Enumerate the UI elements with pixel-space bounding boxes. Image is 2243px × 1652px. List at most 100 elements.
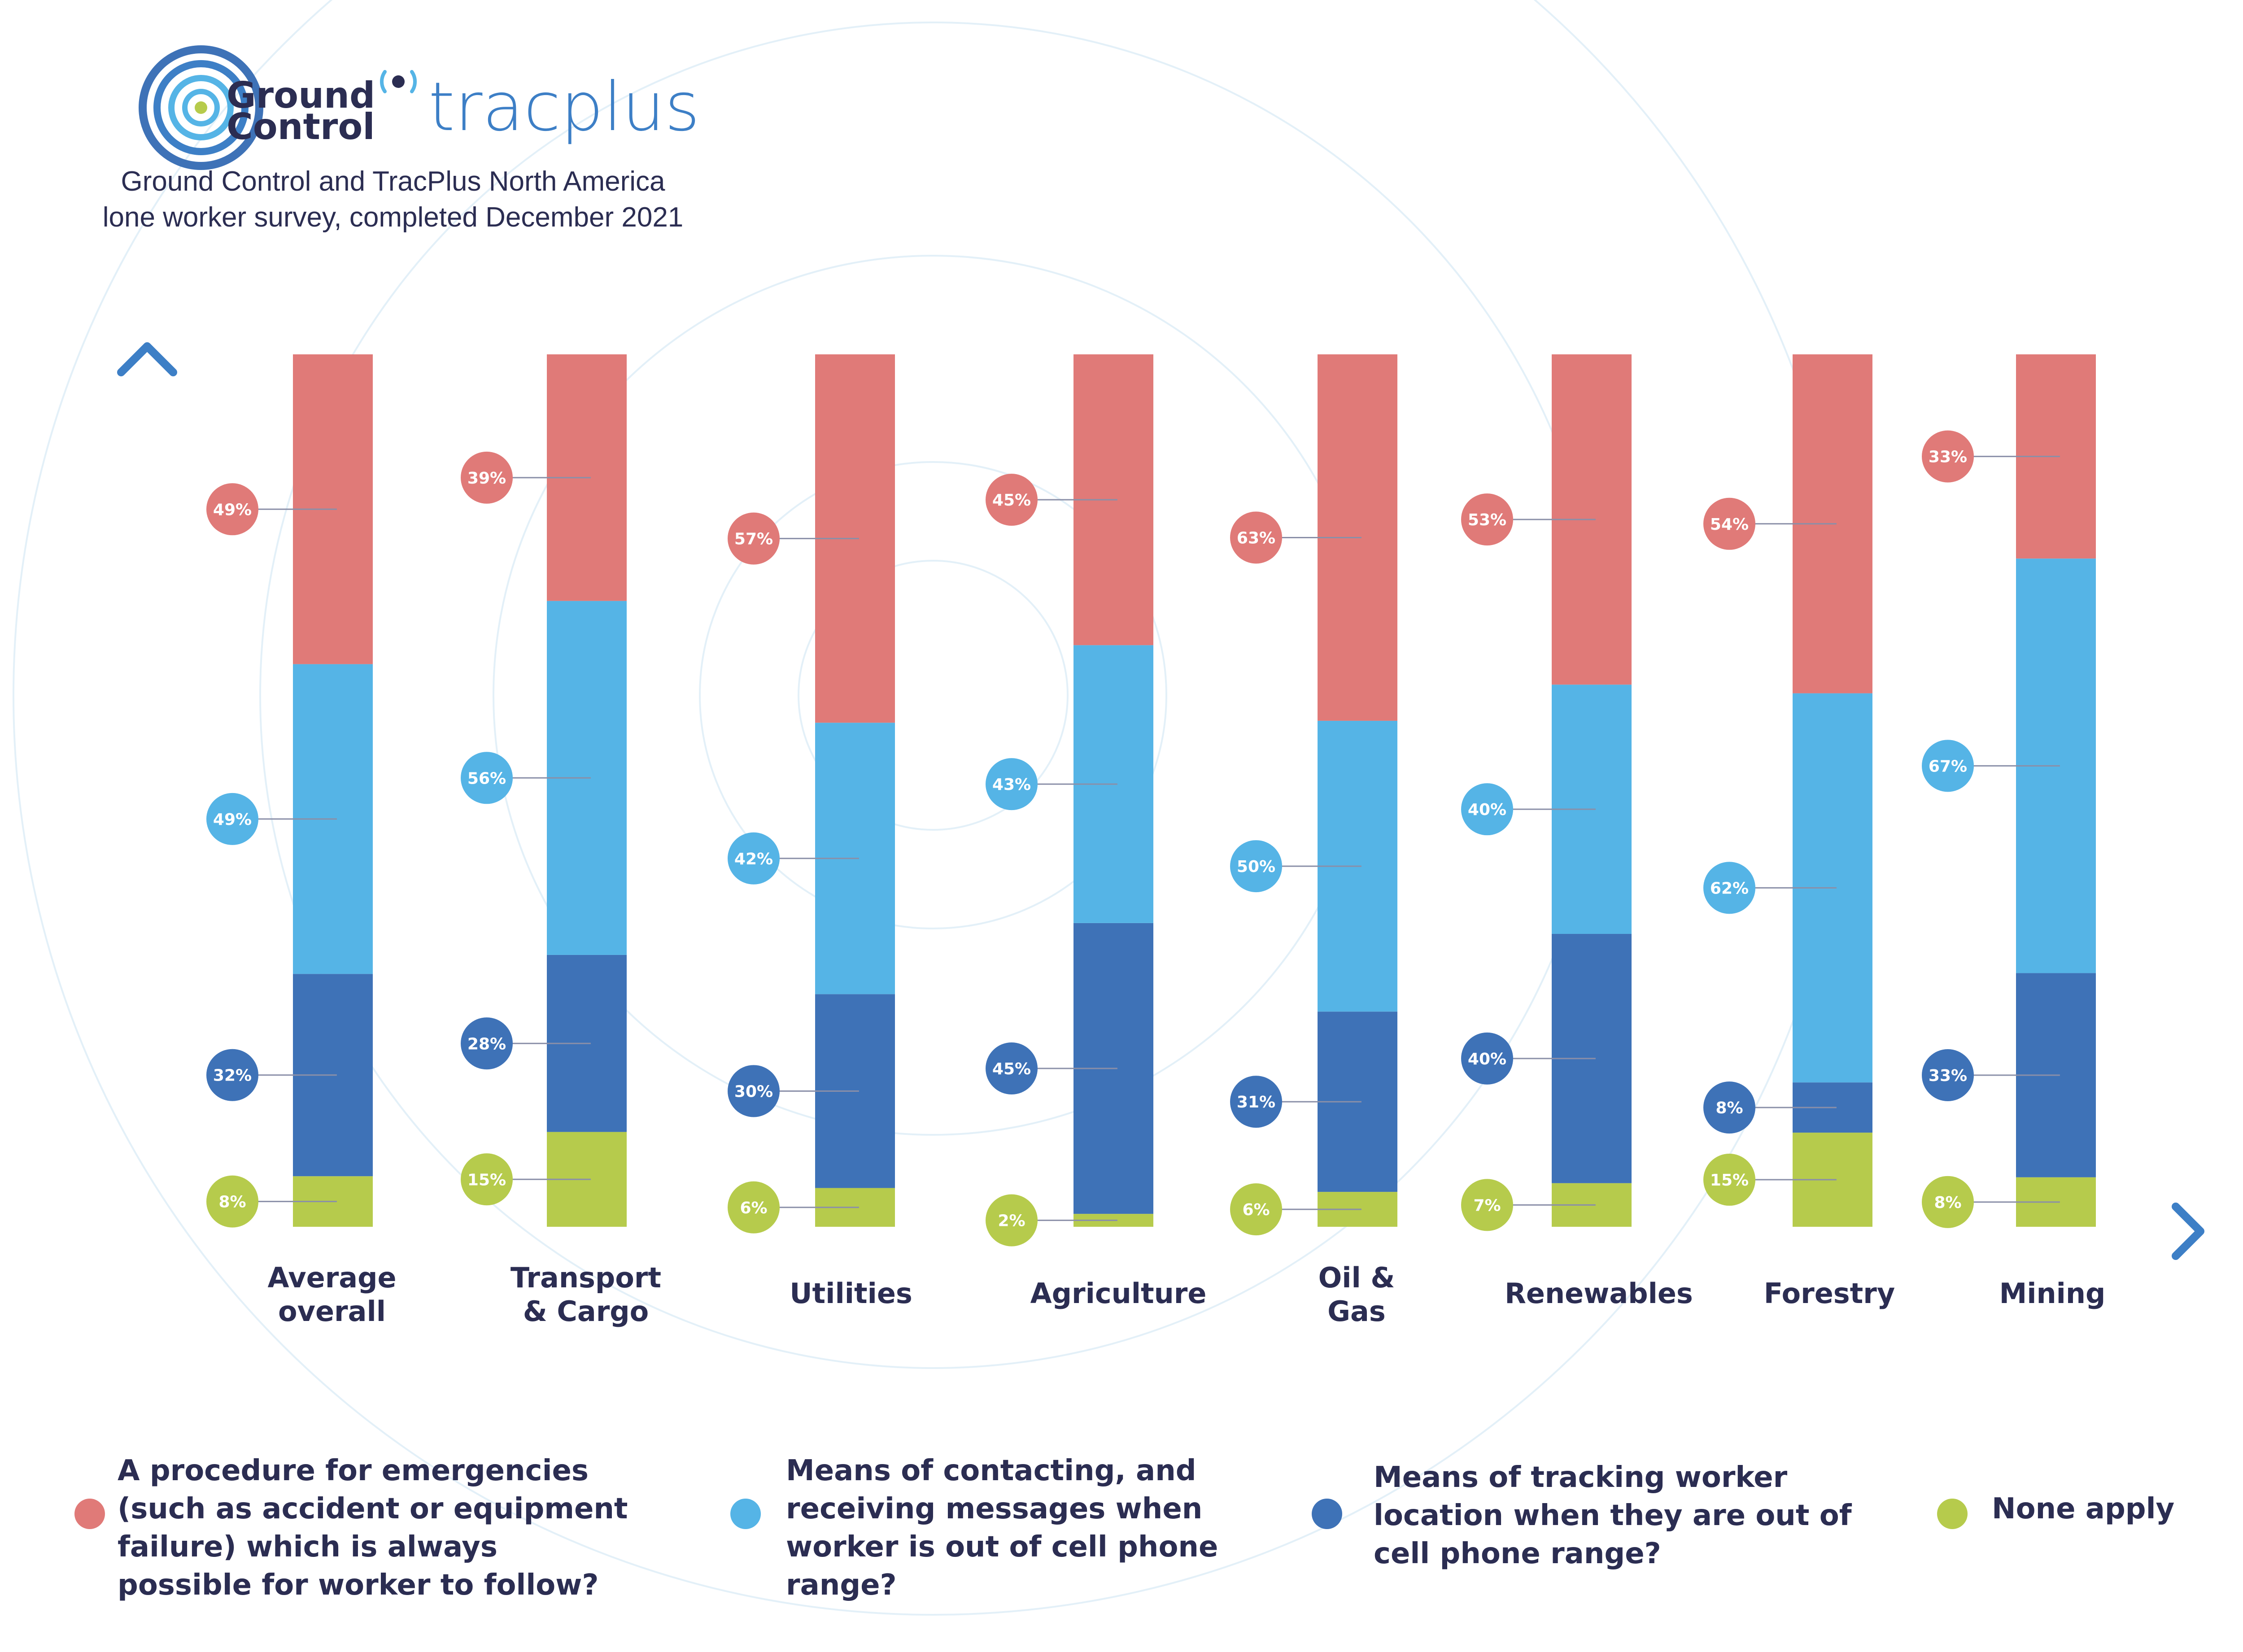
value-badge-procedure-utilities	[728, 512, 780, 565]
value-badge-tracking-utilities	[728, 1065, 780, 1117]
value-badge-none-utilities	[728, 1181, 780, 1234]
value-badge-none-renewables	[1461, 1179, 1513, 1231]
legend-swatch-none	[1937, 1499, 1968, 1529]
background-ring-0	[798, 560, 1069, 831]
value-badge-contacting-transport-cargo	[461, 752, 513, 804]
value-label-contacting-utilities: 42%	[734, 850, 773, 868]
brand-tracplus: tracplus	[428, 68, 700, 146]
value-label-procedure-mining: 33%	[1929, 448, 1967, 466]
category-label-average-overall-line1: Average	[267, 1261, 396, 1294]
value-badge-contacting-oil-gas	[1230, 840, 1282, 893]
value-label-none-mining: 8%	[1934, 1194, 1961, 1212]
value-badge-none-mining	[1922, 1176, 1974, 1228]
value-badge-procedure-agriculture	[986, 474, 1038, 526]
value-label-tracking-forestry: 8%	[1715, 1099, 1743, 1117]
value-label-procedure-agriculture: 45%	[992, 491, 1031, 510]
category-label-transport-cargo-line2: & Cargo	[523, 1295, 649, 1328]
value-label-contacting-renewables: 40%	[1468, 801, 1506, 819]
y-axis-arrow-icon	[117, 342, 177, 376]
brand-header: Ground Control tracplus Ground Control a…	[103, 45, 700, 233]
chart-axes	[117, 342, 2204, 1260]
value-badge-tracking-average-overall	[206, 1049, 258, 1101]
value-badge-contacting-agriculture	[986, 758, 1038, 811]
value-label-none-transport-cargo: 15%	[467, 1171, 506, 1189]
legend-swatch-tracking	[1312, 1499, 1342, 1529]
x-axis-arrow-icon	[2172, 1203, 2204, 1260]
category-label-oil-gas-line1: Oil &	[1318, 1261, 1395, 1294]
value-badge-tracking-renewables	[1461, 1032, 1513, 1085]
value-badge-procedure-oil-gas	[1230, 511, 1282, 564]
value-label-tracking-agriculture: 45%	[992, 1060, 1031, 1078]
bars-layer	[293, 354, 2096, 1227]
value-badge-contacting-renewables	[1461, 783, 1513, 836]
value-badge-procedure-average-overall	[206, 483, 258, 536]
value-label-contacting-average-overall: 49%	[213, 811, 252, 829]
value-badge-tracking-oil-gas	[1230, 1076, 1282, 1128]
value-label-none-renewables: 7%	[1473, 1196, 1501, 1215]
value-badge-contacting-average-overall	[206, 793, 258, 845]
legend-text-tracking-line1: Means of tracking worker	[1374, 1461, 1788, 1494]
value-badge-none-transport-cargo	[461, 1153, 513, 1206]
value-label-none-agriculture: 2%	[998, 1212, 1025, 1230]
tracplus-signal-icon	[380, 70, 417, 93]
legend-swatch-contacting	[730, 1499, 761, 1529]
category-label-transport-cargo-line1: Transport	[511, 1261, 661, 1294]
brand-ground-line1: Ground	[227, 74, 375, 116]
value-badge-none-average-overall	[206, 1175, 258, 1228]
value-label-none-utilities: 6%	[740, 1199, 767, 1217]
value-label-procedure-forestry: 54%	[1710, 515, 1749, 534]
value-badge-procedure-forestry	[1703, 497, 1755, 550]
value-badge-procedure-transport-cargo	[461, 451, 513, 504]
value-badge-tracking-transport-cargo	[461, 1017, 513, 1070]
value-label-procedure-transport-cargo: 39%	[467, 469, 506, 488]
value-label-procedure-average-overall: 49%	[213, 501, 252, 519]
value-label-tracking-transport-cargo: 28%	[467, 1035, 506, 1053]
category-label-utilities-line1: Utilities	[790, 1277, 912, 1310]
background-ring-1	[699, 461, 1167, 929]
value-label-contacting-mining: 67%	[1929, 757, 1967, 776]
value-labels-layer: 8% 32% 49% 49% 15% 28% 56% 39% 6% 30% 42% 57% 2% 45% 4…	[206, 430, 2060, 1247]
value-badge-none-forestry	[1703, 1154, 1755, 1206]
ground-control-logo-icon	[139, 45, 263, 170]
legend-text-contacting-line3: worker is out of cell phone	[786, 1530, 1218, 1564]
value-label-none-forestry: 15%	[1710, 1171, 1749, 1190]
value-badge-tracking-forestry	[1703, 1081, 1755, 1134]
category-label-agriculture-line1: Agriculture	[1030, 1277, 1207, 1310]
value-label-none-oil-gas: 6%	[1242, 1201, 1270, 1219]
value-label-tracking-mining: 33%	[1929, 1067, 1967, 1085]
value-badge-contacting-forestry	[1703, 862, 1755, 914]
value-label-procedure-renewables: 53%	[1468, 511, 1506, 529]
category-label-oil-gas-line2: Gas	[1327, 1295, 1386, 1328]
brand-ground-line2: Control	[227, 106, 375, 148]
legend-text-procedure-line3: failure) which is always	[118, 1530, 497, 1564]
category-label-renewables-line1: Renewables	[1505, 1277, 1693, 1310]
legend: A procedure for emergencies (such as acci…	[74, 1454, 2174, 1602]
legend-swatch-procedure	[74, 1499, 105, 1529]
value-badge-none-agriculture	[986, 1194, 1038, 1247]
legend-text-none-line1: None apply	[1992, 1492, 2174, 1526]
value-label-tracking-utilities: 30%	[734, 1082, 773, 1101]
value-label-tracking-average-overall: 32%	[213, 1067, 252, 1085]
value-badge-procedure-mining	[1922, 430, 1974, 483]
value-label-procedure-oil-gas: 63%	[1237, 529, 1275, 547]
legend-text-contacting-line2: receiving messages when	[786, 1492, 1202, 1526]
category-label-average-overall-line2: overall	[278, 1295, 386, 1328]
legend-text-procedure-line2: (such as accident or equipment	[118, 1492, 628, 1526]
value-badge-contacting-utilities	[728, 832, 780, 885]
subtitle-line2: lone worker survey, completed December 2…	[103, 202, 684, 233]
value-label-tracking-renewables: 40%	[1468, 1050, 1506, 1068]
category-label-forestry-line1: Forestry	[1764, 1277, 1895, 1310]
legend-text-procedure-line4: possible for worker to follow?	[118, 1569, 599, 1602]
value-label-procedure-utilities: 57%	[734, 530, 773, 549]
legend-text-tracking-line2: location when they are out of	[1374, 1499, 1852, 1532]
value-label-contacting-forestry: 62%	[1710, 879, 1749, 898]
category-label-mining-line1: Mining	[1999, 1277, 2106, 1310]
value-badge-procedure-renewables	[1461, 493, 1513, 546]
value-label-contacting-transport-cargo: 56%	[467, 769, 506, 788]
value-label-none-average-overall: 8%	[218, 1193, 246, 1212]
value-label-tracking-oil-gas: 31%	[1237, 1093, 1275, 1112]
legend-text-contacting-line1: Means of contacting, and	[786, 1454, 1196, 1487]
value-badge-contacting-mining	[1922, 740, 1974, 792]
value-badge-tracking-mining	[1922, 1049, 1974, 1102]
